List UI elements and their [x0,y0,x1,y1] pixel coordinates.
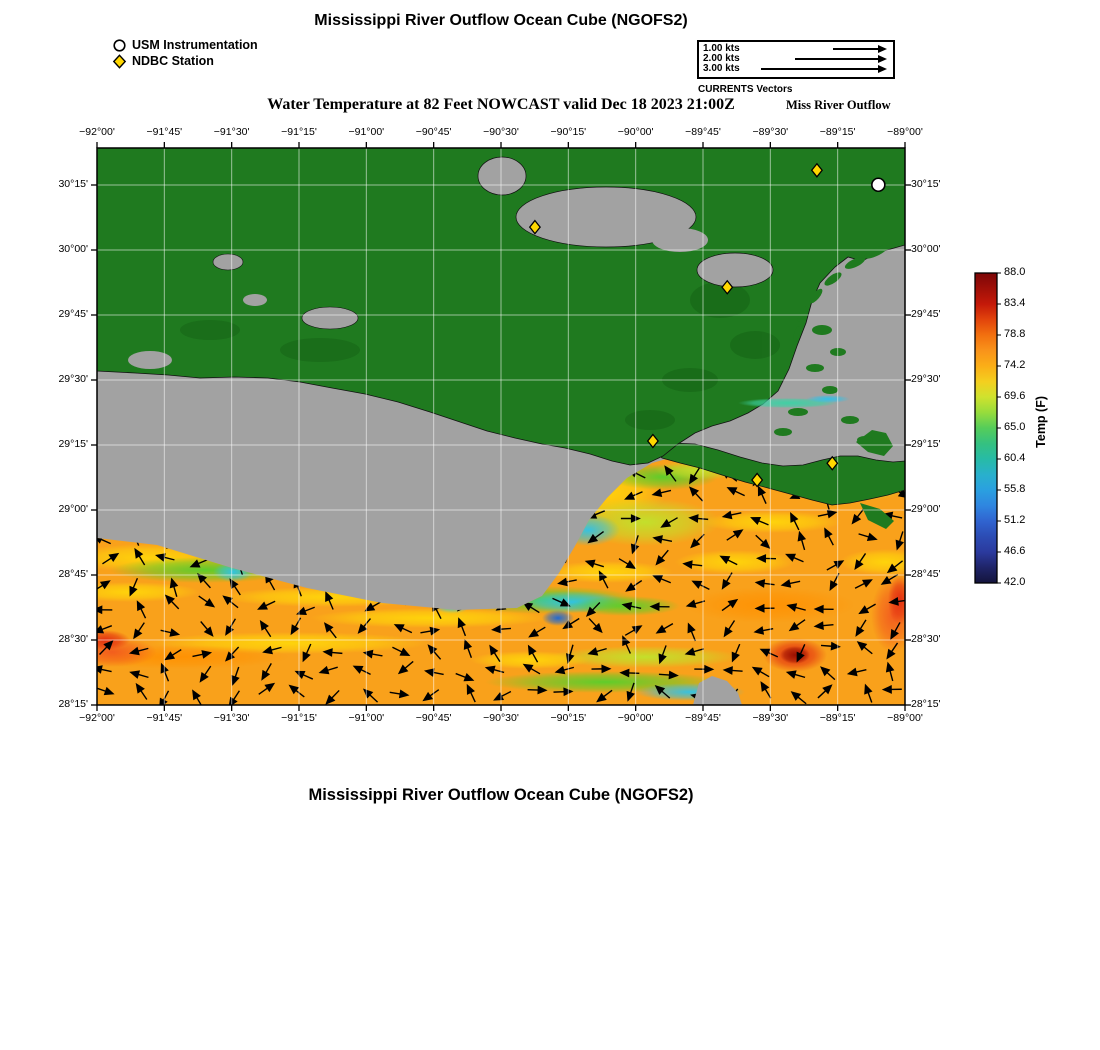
axis-ticks [91,142,911,711]
colorbar-tick-label: 69.6 [1004,390,1026,402]
ndbc-station-marker [721,279,734,295]
x-axis-tick-label-top: −90°30' [483,126,519,138]
x-axis-tick-label-bottom: −90°30' [483,712,519,724]
y-axis-tick-label-left: 30°15' [58,178,88,190]
footer-title: Mississippi River Outflow Ocean Cube (NG… [308,786,694,804]
ndbc-station-marker [810,162,823,178]
y-axis-tick-label-right: 28°45' [911,568,941,580]
y-axis-tick-label-left: 29°00' [58,503,88,515]
x-axis-tick-label-bottom: −89°00' [887,712,923,724]
vector-legend-row: 3.00 kts [703,64,889,74]
colorbar [974,272,1001,584]
x-axis-tick-label-bottom: −89°30' [752,712,789,724]
x-axis-tick-label-bottom: −90°45' [415,712,452,724]
vector-speed-label: 1.00 kts [703,43,740,54]
y-axis-tick-label-right: 29°30' [911,373,941,385]
x-axis-tick-label-top: −89°15' [819,126,856,138]
vector-legend-caption: CURRENTS Vectors [698,84,793,95]
colorbar-tick-label: 42.0 [1004,576,1026,588]
x-axis-tick-label-bottom: −91°15' [281,712,317,724]
river-plume-streak [806,395,850,403]
ndbc-diamond-icon [112,53,127,69]
vector-arrow-icon [761,65,887,73]
usm-station-marker [871,177,886,193]
y-axis-tick-label-right: 30°15' [911,178,941,190]
usm-circle-icon [113,38,126,52]
colorbar-tick-label: 78.8 [1004,328,1026,340]
x-axis-tick-label-top: −91°45' [146,126,183,138]
current-vector-legend: 1.00 kts 2.00 kts 3.00 kts [697,40,895,79]
y-axis-tick-label-left: 28°30' [58,633,88,645]
vector-arrow-icon [833,45,887,53]
legend-item-usm: USM Instrumentation [112,37,258,53]
plot-subtitle: Water Temperature at 82 Feet NOWCAST val… [267,96,735,113]
colorbar-tick-label: 83.4 [1004,297,1026,309]
legend-label-ndbc: NDBC Station [132,54,214,68]
map-nodata-notch [693,676,742,705]
x-axis-tick-label-top: −91°00' [348,126,385,138]
colorbar-tick-label: 51.2 [1004,514,1026,526]
x-axis-tick-label-bottom: −91°00' [348,712,385,724]
vector-legend-row: 2.00 kts [703,54,889,64]
x-axis-tick-label-top: −90°15' [550,126,587,138]
x-axis-tick-label-bottom: −92°00' [79,712,115,724]
colorbar-tick-label: 60.4 [1004,452,1026,464]
ndbc-station-marker [826,455,839,471]
station-markers [528,162,886,488]
y-axis-tick-label-right: 28°15' [911,698,941,710]
y-axis-tick-label-left: 29°30' [58,373,88,385]
x-axis-tick-label-top: −91°15' [281,126,317,138]
vector-arrow-icon [795,55,887,63]
y-axis-tick-label-left: 30°00' [58,243,88,255]
legend-item-ndbc: NDBC Station [112,53,258,69]
y-axis-tick-label-left: 29°45' [58,308,88,320]
legend-label-usm: USM Instrumentation [132,38,258,52]
ndbc-station-marker [751,472,764,488]
x-axis-tick-label-top: −89°45' [685,126,721,138]
y-axis-tick-label-left: 28°15' [58,698,88,710]
x-axis-tick-label-bottom: −90°00' [617,712,654,724]
region-label: Miss River Outflow [786,98,891,112]
grid-lines [97,148,905,705]
x-axis-tick-label-bottom: −91°30' [213,712,250,724]
x-axis-tick-label-top: −92°00' [79,126,115,138]
x-axis-tick-label-bottom: −89°45' [685,712,721,724]
colorbar-tick-label: 74.2 [1004,359,1026,371]
x-axis-tick-label-top: −90°00' [617,126,654,138]
colorbar-ticks [997,272,1001,584]
x-axis-tick-label-top: −90°45' [415,126,452,138]
y-axis-tick-label-right: 29°15' [911,438,941,450]
y-axis-tick-label-right: 28°30' [911,633,941,645]
y-axis-tick-label-left: 29°15' [58,438,88,450]
colorbar-tick-label: 65.0 [1004,421,1026,433]
x-axis-tick-label-bottom: −90°15' [550,712,587,724]
ndbc-station-marker [646,433,659,449]
x-axis-tick-label-top: −89°30' [752,126,789,138]
y-axis-tick-label-left: 28°45' [58,568,88,580]
lakes-layer [128,156,774,369]
colorbar-tick-label: 55.8 [1004,483,1026,495]
vector-legend-row: 1.00 kts [703,44,889,54]
x-axis-tick-label-top: −91°30' [213,126,250,138]
y-axis-tick-label-right: 30°00' [911,243,941,255]
colorbar-title: Temp (F) [1034,396,1048,448]
ndbc-station-marker [528,219,541,235]
x-axis-tick-label-top: −89°00' [887,126,923,138]
y-axis-tick-label-right: 29°45' [911,308,941,320]
x-axis-tick-label-bottom: −91°45' [146,712,183,724]
page-title: Mississippi River Outflow Ocean Cube (NG… [314,12,688,29]
y-axis-tick-label-right: 29°00' [911,503,941,515]
marker-legend: USM Instrumentation NDBC Station [112,37,258,69]
x-axis-tick-label-bottom: −89°15' [819,712,856,724]
colorbar-tick-label: 88.0 [1004,266,1026,278]
delta-land [651,430,906,529]
colorbar-tick-label: 46.6 [1004,545,1026,557]
vector-speed-label: 3.00 kts [703,63,740,74]
vector-speed-label: 2.00 kts [703,53,740,64]
